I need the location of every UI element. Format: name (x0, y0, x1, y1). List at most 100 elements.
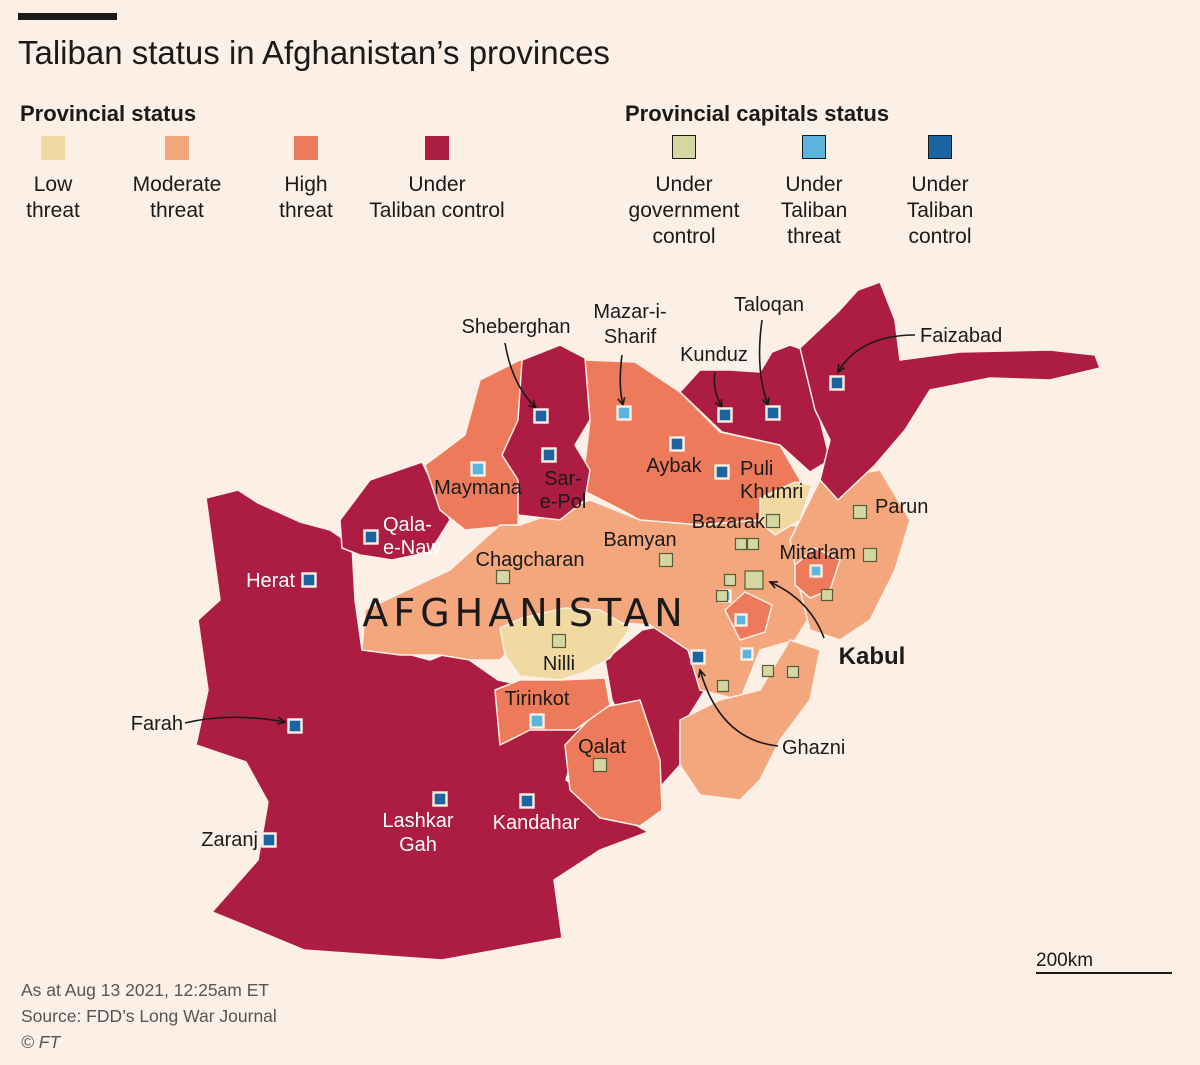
capital-marker-qalat (592, 757, 608, 773)
legend-swatch (802, 135, 826, 159)
capital-label-puli-khumri: Khumri (740, 481, 803, 503)
capital-label-mazar-i-sharif: Mazar-i- (593, 301, 666, 323)
legend-swatch (294, 136, 318, 160)
arrowhead (714, 398, 723, 409)
top-rule (18, 13, 117, 20)
leader-arrow-farah (184, 716, 286, 724)
capital-marker-zaranj (261, 832, 277, 848)
legend-label-line: Under (911, 173, 969, 196)
capital-marker (786, 665, 800, 679)
arrowhead (617, 397, 626, 407)
capital-marker-parun (852, 504, 868, 520)
capital-label-sar-e-pol: Sar- (544, 468, 582, 490)
scale-bar (1036, 972, 1172, 974)
unlabeled-capital-markers (715, 537, 834, 693)
capital-label-aybak: Aybak (646, 455, 702, 477)
capital-marker (715, 589, 729, 603)
capital-marker-ghazni (690, 649, 706, 665)
capital-label-mazar-i-sharif: Sharif (604, 326, 657, 348)
legend-label-line: Taliban (780, 199, 848, 222)
capital-label-kandahar: Kandahar (493, 812, 580, 834)
legend-swatch (165, 136, 189, 160)
capital-label-nilli: Nilli (543, 653, 575, 675)
leader-arrow-sheberghan (504, 342, 537, 409)
capital-marker (746, 537, 760, 551)
capital-marker (716, 679, 730, 693)
capital-label-ghazni: Ghazni (782, 737, 845, 759)
capital-label-mitarlam: Mitarlam (779, 542, 856, 564)
province-regions (195, 281, 1101, 961)
capital-marker-maymana (470, 461, 486, 477)
region-sheberghan-sarepol (501, 344, 591, 521)
capital-label-sar-e-pol: e-Pol (540, 491, 587, 513)
legend-swatch (425, 136, 449, 160)
leader-arrow-faizabad (837, 334, 916, 373)
capital-marker-tirinkot (529, 713, 545, 729)
legend-label-line: threat (279, 199, 333, 222)
capital-label-maymana: Maymana (434, 477, 523, 499)
arrowhead (768, 580, 779, 589)
region-uruzgan (494, 677, 611, 746)
arrowhead (761, 396, 770, 407)
capital-label-parun: Parun (875, 496, 928, 518)
capital-marker-mazar-i-sharif (616, 405, 632, 421)
capital-marker-faizabad (829, 375, 845, 391)
leader-arrow-taloqan (758, 319, 769, 406)
capital-label-lashkar-gah: Lashkar (382, 810, 453, 832)
footer-source: Source: FDD’s Long War Journal (21, 1006, 277, 1026)
scale-label: 200km (1036, 950, 1094, 971)
legend-label-line: government (628, 199, 740, 222)
legend-label-line: Taliban control (369, 199, 505, 222)
legend-label-line: Under (785, 173, 843, 196)
country-label: AFGHANISTAN (362, 591, 687, 635)
capital-label-faizabad: Faizabad (920, 325, 1002, 347)
arrowhead (277, 716, 287, 725)
arrowhead (528, 400, 538, 410)
capital-marker-sar-e-pol (541, 447, 557, 463)
page-title: Taliban status in Afghanistan’s province… (18, 34, 610, 71)
region-center (361, 499, 851, 701)
capital-label-qalat: Qalat (578, 736, 626, 758)
capital-marker (723, 573, 737, 587)
capital-label-qala-e-naw: Qala- (383, 514, 432, 536)
capital-marker-lashkar-gah (432, 791, 448, 807)
capital-label-kunduz: Kunduz (680, 344, 748, 366)
region-southeast (679, 639, 821, 801)
capital-marker-puli-khumri (714, 464, 730, 480)
legend-label-line: Under (655, 173, 713, 196)
capital-marker-nilli (551, 633, 567, 649)
capital-label-qala-e-naw: e-Naw (383, 537, 441, 559)
capital-marker-bamyan (658, 552, 674, 568)
capital-marker (740, 647, 754, 661)
capital-marker-herat (301, 572, 317, 588)
legend-label-line: threat (26, 199, 80, 222)
legend-label-line: control (652, 225, 716, 248)
capital-label-zaranj: Zaranj (201, 829, 258, 851)
capital-marker-kabul (744, 570, 764, 590)
leader-arrow-mazar-i-sharif (619, 354, 624, 406)
capital-marker-mitarlam (862, 547, 878, 563)
capital-label-herat: Herat (246, 570, 295, 592)
arrowhead (697, 668, 706, 679)
capital-label-farah: Farah (131, 713, 183, 735)
footer-as-at: As at Aug 13 2021, 12:25am ET (21, 980, 270, 1000)
legend-label-line: Low (33, 173, 73, 196)
legend-label-line: Taliban (906, 199, 974, 222)
capital-marker-taloqan (765, 405, 781, 421)
region-badakhshan (799, 281, 1101, 501)
region-logar (724, 591, 773, 641)
leader-arrow-kabul (769, 581, 825, 639)
legend-swatch (672, 135, 696, 159)
capital-label-kabul: Kabul (839, 643, 906, 670)
legend-label-line: threat (787, 225, 841, 248)
capital-label-lashkar-gah: Gah (399, 834, 437, 856)
legend-label-line: Moderate (132, 173, 222, 196)
legend-label-line: threat (150, 199, 204, 222)
capital-marker-kandahar (519, 793, 535, 809)
capital-marker (734, 537, 748, 551)
capital-marker-kunduz (717, 407, 733, 423)
arrowhead (837, 363, 846, 374)
footer-credit: © FT (21, 1032, 61, 1052)
capital-marker-chagcharan (495, 569, 511, 585)
capitals-status-heading: Provincial capitals status (625, 101, 890, 126)
